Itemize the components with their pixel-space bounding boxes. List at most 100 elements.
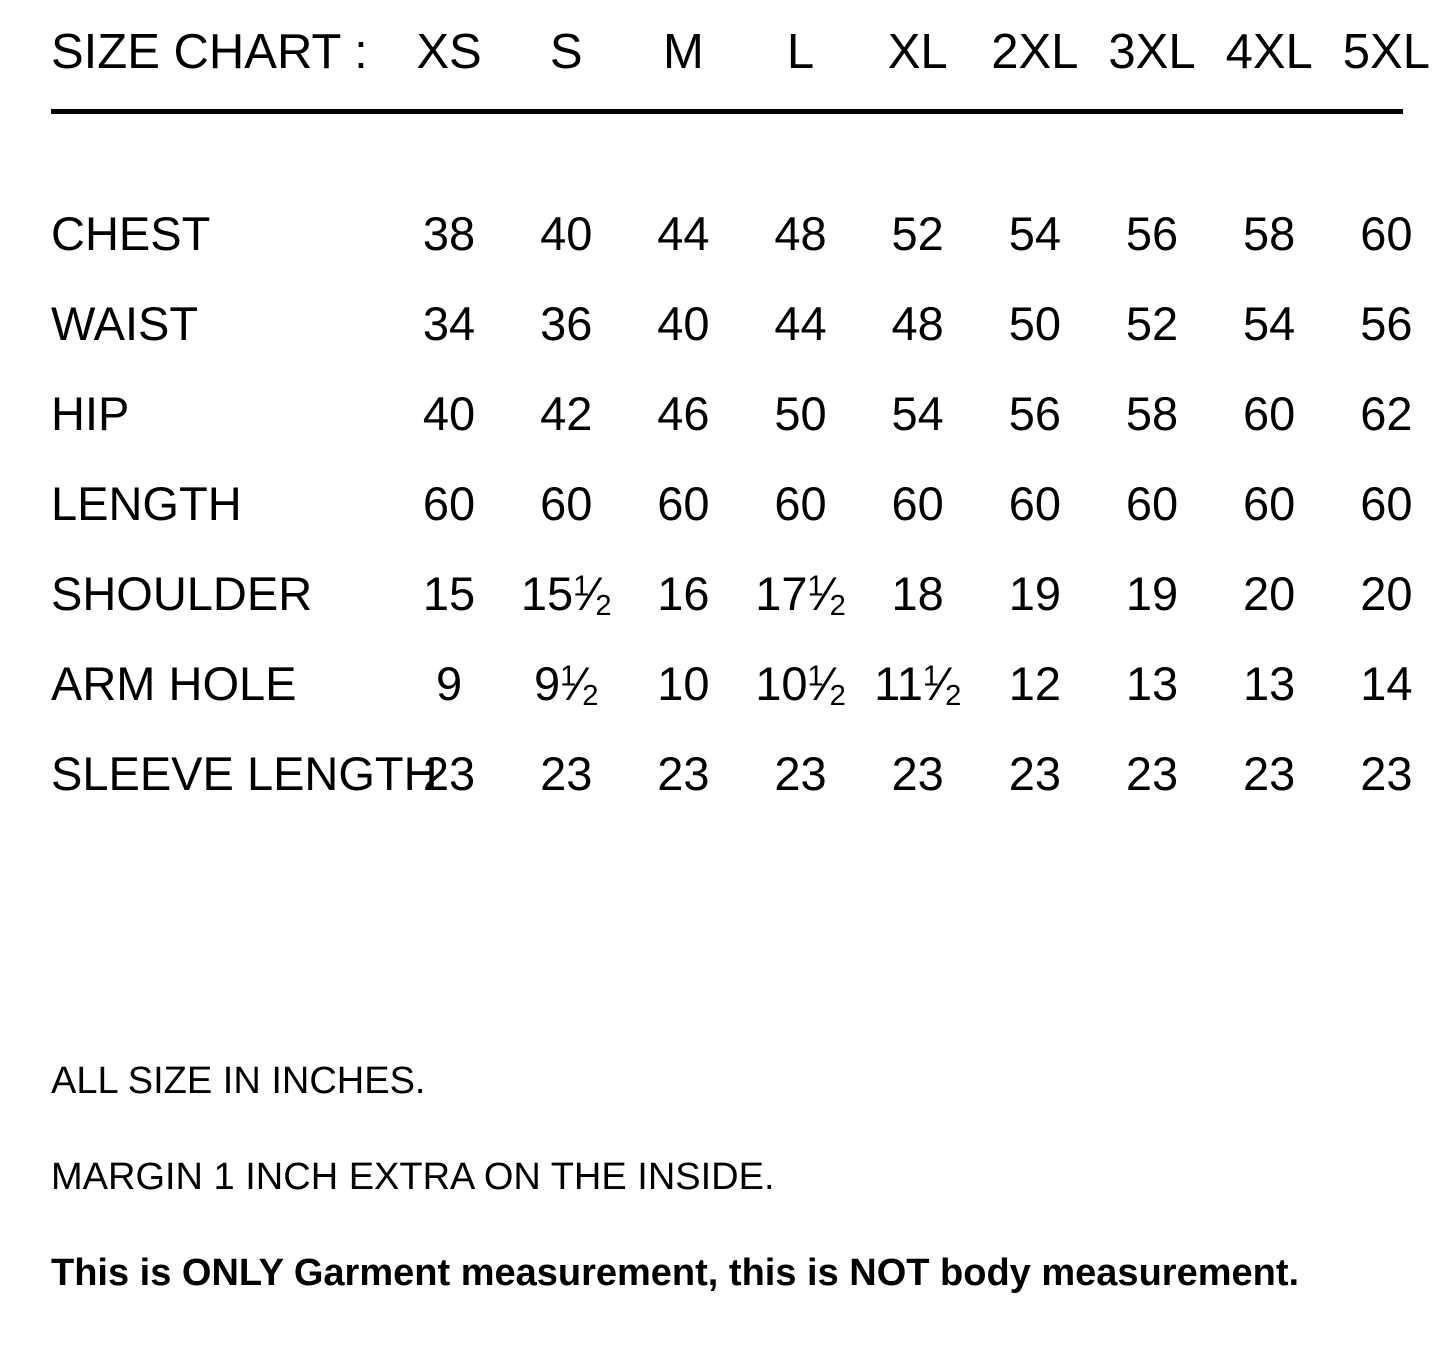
size-column-header: 2XL [991, 25, 1079, 79]
measurement-value: 58 [1125, 387, 1179, 440]
measurement-value: 52 [891, 207, 944, 260]
table-row: SLEEVE LENGTH 23 23 23 23 23 23 23 23 23 [40, 728, 1445, 818]
fraction-numerator: 1 [573, 570, 590, 603]
fraction-value: 101⁄2 [755, 657, 846, 711]
measurement-value: 60 [422, 477, 476, 530]
measurement-value: 171⁄2 [742, 548, 859, 638]
measurement-value: 60 [1243, 387, 1296, 440]
measurement-value: 60 [891, 477, 944, 530]
header-divider-cell [40, 103, 1445, 120]
measurement-value: 34 [422, 297, 476, 350]
measurement-value: 44 [657, 207, 710, 260]
fraction-slash: ⁄ [822, 657, 831, 710]
measurement-value: 23 [422, 747, 476, 800]
size-chart-table-wrapper: SIZE CHART : XS S M L XL 2XL 3XL 4XL 5XL CHEST 38 40… [40, 0, 1445, 818]
measurement-value: 54 [1243, 297, 1296, 350]
measurement-value: 13 [1243, 657, 1296, 710]
measurement-value: 23 [540, 747, 593, 800]
fraction-slash: ⁄ [575, 657, 584, 710]
size-column-header: XL [887, 25, 948, 79]
measurement-value: 15 [422, 567, 476, 620]
measurement-label: ARM HOLE [51, 657, 297, 710]
fraction-slash: ⁄ [938, 657, 947, 710]
fraction-numerator: 1 [807, 660, 824, 693]
measurement-value: 36 [540, 297, 593, 350]
measurement-value: 60 [774, 477, 827, 530]
measurement-value: 60 [540, 477, 593, 530]
measurement-value: 62 [1360, 387, 1413, 440]
fraction-value: 151⁄2 [520, 567, 612, 621]
measurement-value: 18 [891, 567, 944, 620]
header-divider-row [40, 103, 1445, 120]
size-chart-table-body: SIZE CHART : XS S M L XL 2XL 3XL 4XL 5XL CHEST 38 40… [40, 0, 1445, 818]
fraction-value: 171⁄2 [755, 570, 846, 621]
measurement-value: 44 [774, 297, 827, 350]
measurement-value: 54 [1008, 207, 1061, 260]
measurement-value: 19 [1125, 567, 1179, 620]
measurement-label: CHEST [51, 207, 211, 260]
measurement-value: 23 [774, 747, 827, 800]
measurement-label: HIP [51, 387, 130, 440]
table-row: ARM HOLE 9 91⁄2 10 101⁄2 111⁄2 12 13 13 14 [40, 638, 1445, 728]
measurement-value: 10 [657, 657, 710, 710]
measurement-value: 58 [1243, 207, 1296, 260]
footer-note: MARGIN 1 INCH EXTRA ON THE INSIDE. [51, 1156, 775, 1198]
fraction-value: 111⁄2 [874, 657, 961, 711]
size-column-header: S [549, 25, 583, 79]
size-chart-header-row: SIZE CHART : XS S M L XL 2XL 3XL 4XL 5XL [40, 0, 1445, 103]
table-spacer-cell [40, 120, 1445, 188]
fraction-denominator: 2 [829, 680, 846, 713]
fraction-numerator: 1 [560, 660, 577, 693]
size-column-header: 5XL [1342, 25, 1430, 79]
measurement-value: 19 [1008, 567, 1061, 620]
measurement-value: 48 [774, 207, 827, 260]
measurement-value: 52 [1125, 297, 1179, 350]
measurement-value: 20 [1243, 567, 1296, 620]
measurement-value: 101⁄2 [742, 638, 859, 728]
measurement-value: 40 [422, 387, 476, 440]
size-chart-table: SIZE CHART : XS S M L XL 2XL 3XL 4XL 5XL CHEST 38 40… [40, 0, 1445, 818]
measurement-value: 23 [1360, 747, 1413, 800]
table-row: WAIST 34 36 40 44 48 50 52 54 56 [40, 278, 1445, 368]
measurement-label: WAIST [51, 297, 199, 350]
footer-note: ALL SIZE IN INCHES. [51, 1060, 426, 1102]
measurement-value: 50 [1008, 297, 1061, 350]
measurement-value: 42 [540, 387, 593, 440]
measurement-value: 60 [1360, 477, 1413, 530]
table-row: HIP 40 42 46 50 54 56 58 60 62 [40, 368, 1445, 458]
table-row: CHEST 38 40 44 48 52 54 56 58 60 [40, 188, 1445, 278]
fraction-numerator: 1 [807, 570, 824, 603]
measurement-label: SLEEVE LENGTH [51, 747, 438, 800]
measurement-value: 23 [1243, 747, 1296, 800]
measurement-value: 56 [1360, 297, 1413, 350]
measurement-value: 60 [1243, 477, 1296, 530]
fraction-denominator: 2 [582, 680, 599, 713]
measurement-value: 38 [422, 207, 476, 260]
footer-notes: ALL SIZE IN INCHES. MARGIN 1 INCH EXTRA O… [51, 1062, 1431, 1292]
fraction-numerator: 1 [922, 660, 940, 693]
table-row: SHOULDER 15 151⁄2 16 171⁄2 18 19 19 20 20 [40, 548, 1445, 638]
measurement-value: 40 [657, 297, 710, 350]
measurement-value: 91⁄2 [508, 638, 625, 728]
measurement-value: 56 [1125, 207, 1179, 260]
size-column-header: 3XL [1108, 25, 1196, 79]
measurement-value: 60 [1008, 477, 1061, 530]
measurement-value: 60 [1125, 477, 1179, 530]
fraction-value: 91⁄2 [534, 657, 599, 711]
measurement-value: 12 [1008, 657, 1061, 710]
measurement-value: 56 [1008, 387, 1061, 440]
measurement-value: 50 [774, 387, 827, 440]
header-rule [51, 109, 1403, 114]
size-column-header: M [662, 25, 704, 79]
measurement-value: 60 [1360, 207, 1413, 260]
measurement-value: 13 [1125, 657, 1179, 710]
size-column-header: 4XL [1225, 25, 1313, 79]
measurement-label: SHOULDER [51, 567, 313, 620]
fraction-denominator: 2 [595, 590, 612, 623]
size-column-header: XS [416, 25, 482, 79]
fraction-whole: 15 [520, 567, 574, 620]
size-column-header: L [786, 25, 815, 79]
fraction-whole: 11 [874, 657, 923, 710]
size-chart-title: SIZE CHART : [51, 25, 368, 79]
